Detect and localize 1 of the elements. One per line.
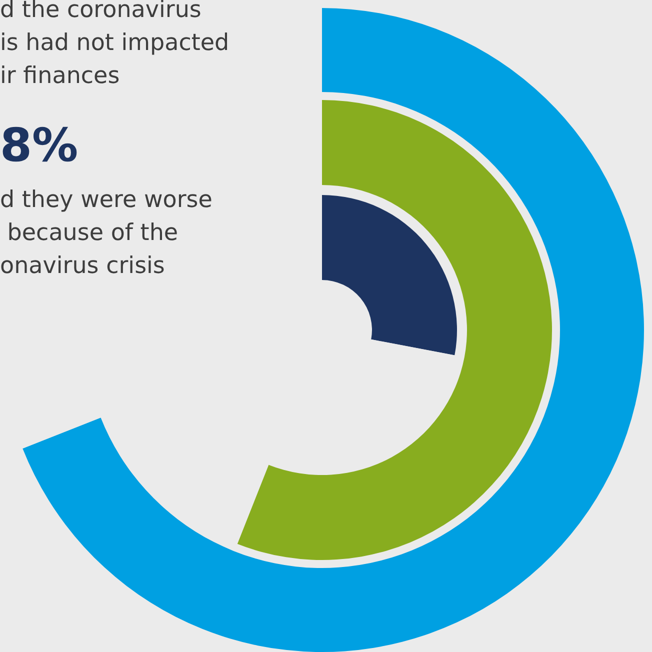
text: 8%	[0, 118, 78, 172]
